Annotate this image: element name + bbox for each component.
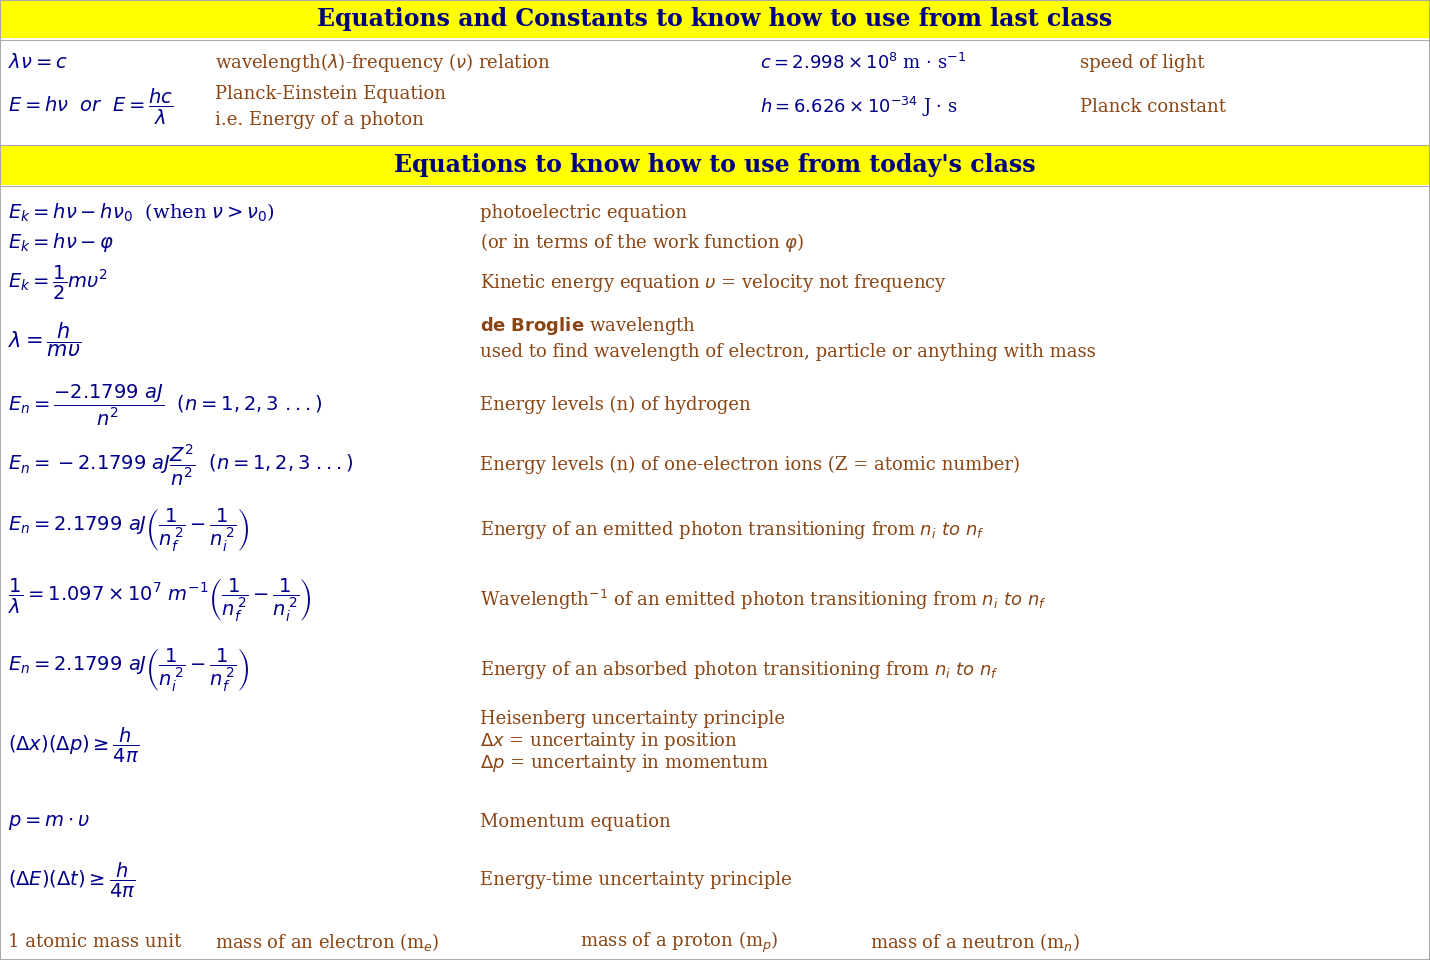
Text: Energy of an absorbed photon transitioning from $n_i\ to\ n_f$: Energy of an absorbed photon transitioni… xyxy=(480,659,1000,681)
Text: Heisenberg uncertainty principle: Heisenberg uncertainty principle xyxy=(480,710,785,728)
Text: photoelectric equation: photoelectric equation xyxy=(480,204,688,222)
Text: Kinetic energy equation $\upsilon$ = velocity not frequency: Kinetic energy equation $\upsilon$ = vel… xyxy=(480,272,947,294)
Text: $E_n = 2.1799\ aJ\left(\dfrac{1}{n_i^{\,2}} - \dfrac{1}{n_f^{\,2}}\right)$: $E_n = 2.1799\ aJ\left(\dfrac{1}{n_i^{\,… xyxy=(9,646,249,693)
Text: Planck-Einstein Equation: Planck-Einstein Equation xyxy=(214,85,446,103)
Text: Momentum equation: Momentum equation xyxy=(480,813,671,831)
Bar xyxy=(0,145,1430,185)
Text: $\dfrac{1}{\lambda} = 1.097 \times 10^{7}\ m^{-1}\left(\dfrac{1}{n_f^{\,2}} - \d: $\dfrac{1}{\lambda} = 1.097 \times 10^{7… xyxy=(9,576,312,624)
Text: Energy of an emitted photon transitioning from $n_i\ to\ n_f$: Energy of an emitted photon transitionin… xyxy=(480,519,984,541)
Text: used to find wavelength of electron, particle or anything with mass: used to find wavelength of electron, par… xyxy=(480,343,1095,361)
Text: $E_k = h\nu - h\nu_0$  (when $\nu > \nu_0$): $E_k = h\nu - h\nu_0$ (when $\nu > \nu_0… xyxy=(9,202,275,224)
Text: $(\Delta E)(\Delta t) \geq \dfrac{h}{4\pi}$: $(\Delta E)(\Delta t) \geq \dfrac{h}{4\p… xyxy=(9,860,136,900)
Text: $\lambda\nu = c$: $\lambda\nu = c$ xyxy=(9,54,67,73)
Text: $\lambda = \dfrac{h}{m\upsilon}$: $\lambda = \dfrac{h}{m\upsilon}$ xyxy=(9,321,82,359)
Text: $\mathbf{de\ Broglie}$ wavelength: $\mathbf{de\ Broglie}$ wavelength xyxy=(480,315,696,337)
Text: $E_n = \dfrac{-2.1799\ aJ}{n^2}$  $(n = 1, 2, 3\ ...)$: $E_n = \dfrac{-2.1799\ aJ}{n^2}$ $(n = 1… xyxy=(9,382,322,428)
Text: Energy levels (n) of one-electron ions (Z = atomic number): Energy levels (n) of one-electron ions (… xyxy=(480,456,1020,474)
Text: $E = h\nu$  $or$  $E = \dfrac{hc}{\lambda}$: $E = h\nu$ $or$ $E = \dfrac{hc}{\lambda}… xyxy=(9,87,173,127)
Text: $(\Delta x)(\Delta p) \geq \dfrac{h}{4\pi}$: $(\Delta x)(\Delta p) \geq \dfrac{h}{4\p… xyxy=(9,726,139,764)
Text: $p = m \cdot \upsilon$: $p = m \cdot \upsilon$ xyxy=(9,812,90,831)
Text: Energy-time uncertainty principle: Energy-time uncertainty principle xyxy=(480,871,792,889)
Text: i.e. Energy of a photon: i.e. Energy of a photon xyxy=(214,111,423,129)
Text: $E_n = 2.1799\ aJ\left(\dfrac{1}{n_f^{\,2}} - \dfrac{1}{n_i^{\,2}}\right)$: $E_n = 2.1799\ aJ\left(\dfrac{1}{n_f^{\,… xyxy=(9,507,249,554)
Text: Equations to know how to use from today's class: Equations to know how to use from today'… xyxy=(395,153,1035,177)
Text: (or in terms of the work function $\varphi$): (or in terms of the work function $\varp… xyxy=(480,231,804,254)
Text: $c = 2.998 \times 10^{8}$ m $\cdot$ s$^{-1}$: $c = 2.998 \times 10^{8}$ m $\cdot$ s$^{… xyxy=(759,53,967,73)
Text: Planck constant: Planck constant xyxy=(1080,98,1226,116)
Text: mass of a proton (m$_p$): mass of a proton (m$_p$) xyxy=(581,929,778,954)
Text: speed of light: speed of light xyxy=(1080,54,1204,72)
Bar xyxy=(0,0,1430,38)
Text: 1 atomic mass unit: 1 atomic mass unit xyxy=(9,933,182,951)
Text: mass of an electron (m$_e$): mass of an electron (m$_e$) xyxy=(214,931,439,953)
Text: Energy levels (n) of hydrogen: Energy levels (n) of hydrogen xyxy=(480,396,751,414)
Text: $\Delta p$ = uncertainty in momentum: $\Delta p$ = uncertainty in momentum xyxy=(480,752,769,774)
Text: wavelength($\lambda$)-frequency ($\nu$) relation: wavelength($\lambda$)-frequency ($\nu$) … xyxy=(214,52,551,75)
Text: mass of a neutron (m$_n$): mass of a neutron (m$_n$) xyxy=(869,931,1080,953)
Text: Wavelength$^{-1}$ of an emitted photon transitioning from $n_i\ to\ n_f$: Wavelength$^{-1}$ of an emitted photon t… xyxy=(480,588,1047,612)
Text: $h = 6.626 \times 10^{-34}$ J $\cdot$ s: $h = 6.626 \times 10^{-34}$ J $\cdot$ s xyxy=(759,95,958,119)
Text: $E_k = \dfrac{1}{2}m\upsilon^2$: $E_k = \dfrac{1}{2}m\upsilon^2$ xyxy=(9,264,109,302)
Text: $\Delta x$ = uncertainty in position: $\Delta x$ = uncertainty in position xyxy=(480,730,738,752)
Text: $E_k = h\nu - \varphi$: $E_k = h\nu - \varphi$ xyxy=(9,231,114,254)
Text: Equations and Constants to know how to use from last class: Equations and Constants to know how to u… xyxy=(317,7,1113,31)
Text: $E_n = -2.1799\ aJ\dfrac{Z^2}{n^2}$  $(n = 1, 2, 3\ ...)$: $E_n = -2.1799\ aJ\dfrac{Z^2}{n^2}$ $(n … xyxy=(9,443,353,488)
